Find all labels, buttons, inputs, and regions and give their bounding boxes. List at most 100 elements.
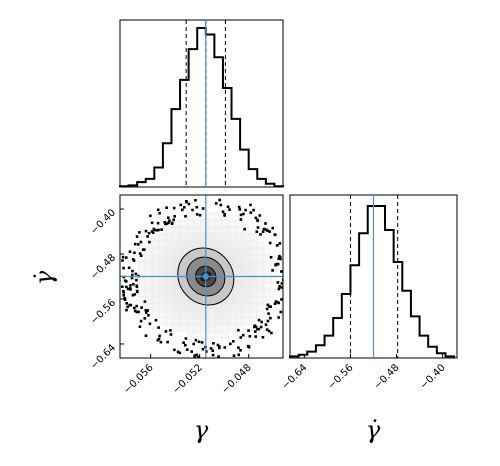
density-point <box>258 214 262 217</box>
density-cell <box>144 247 152 255</box>
density-cell <box>242 254 250 262</box>
gammadot-y-tick-label: −0.64 <box>89 342 118 371</box>
density-cell <box>165 317 173 325</box>
density-point <box>167 221 170 224</box>
density-cell <box>151 303 159 311</box>
density-cell <box>221 303 229 311</box>
density-point <box>184 343 187 347</box>
density-cell <box>263 282 271 290</box>
density-point <box>155 229 158 232</box>
density-cell <box>249 240 257 248</box>
density-cell <box>200 317 208 325</box>
density-point <box>256 327 259 331</box>
density-point <box>237 353 240 357</box>
density-point <box>226 205 230 209</box>
density-point <box>211 349 215 352</box>
density-cell <box>242 240 250 248</box>
density-point <box>158 334 161 338</box>
density-point <box>261 230 265 233</box>
density-point <box>278 285 281 288</box>
density-point <box>146 309 149 312</box>
density-cell <box>186 212 194 220</box>
density-cell <box>221 226 229 234</box>
density-point <box>278 254 281 258</box>
density-point <box>252 208 255 212</box>
density-cell <box>151 240 159 248</box>
density-point <box>280 282 283 285</box>
density-cell <box>165 268 173 276</box>
y-axis-label-gammadot: γ̇ <box>30 270 58 285</box>
density-point <box>237 205 241 209</box>
density-point <box>277 287 281 291</box>
density-frame <box>119 194 284 359</box>
density-point <box>122 293 125 297</box>
density-cell <box>151 296 159 304</box>
density-point <box>122 289 125 293</box>
density-point <box>279 310 283 314</box>
density-point <box>129 284 132 287</box>
density-point <box>257 327 261 331</box>
density-cell <box>221 240 229 248</box>
density-cell <box>172 282 180 290</box>
density-point <box>126 305 129 309</box>
density-point <box>128 250 132 253</box>
density-cell <box>235 268 243 276</box>
density-cell <box>249 247 257 255</box>
density-cell <box>193 233 201 241</box>
density-point <box>243 227 246 231</box>
density-point <box>178 351 182 355</box>
density-point <box>237 328 240 332</box>
density-point <box>185 200 188 203</box>
density-cell <box>144 296 152 304</box>
density-cell <box>242 296 250 304</box>
density-point <box>241 333 245 337</box>
density-point <box>284 243 287 246</box>
density-cell <box>172 289 180 297</box>
density-cell <box>144 261 152 269</box>
density-point <box>273 302 277 305</box>
density-cell <box>179 233 187 241</box>
density-cell <box>200 331 208 339</box>
density-point <box>144 308 148 312</box>
density-point <box>148 240 151 244</box>
density-point <box>166 340 169 344</box>
density-point <box>154 318 158 322</box>
gammadot-x-tick-label: −0.56 <box>326 362 355 391</box>
density-point <box>184 215 187 218</box>
density-point <box>232 340 235 343</box>
gamma-x-tick-label: −0.048 <box>220 362 254 396</box>
density-cell <box>256 247 264 255</box>
density-cell <box>207 331 215 339</box>
density-cell <box>207 240 215 248</box>
gammadot-x-tick-label: −0.64 <box>280 362 309 391</box>
density-point <box>195 213 199 216</box>
density-cell <box>214 317 222 325</box>
density-point <box>159 340 163 344</box>
density-cell <box>151 261 159 269</box>
density-point <box>242 212 245 216</box>
density-point <box>126 287 130 291</box>
density-cell <box>221 233 229 241</box>
density-point <box>276 281 280 284</box>
density-cell <box>200 219 208 227</box>
density-point <box>197 340 201 344</box>
density-cell <box>221 324 229 332</box>
density-point <box>259 325 263 329</box>
density-cell <box>200 240 208 248</box>
density-point <box>135 284 138 288</box>
density-point <box>135 304 138 308</box>
density-point <box>269 316 272 320</box>
density-cell <box>172 247 180 255</box>
density-cell <box>179 296 187 304</box>
density-cell <box>186 317 194 325</box>
density-point <box>285 263 288 266</box>
density-cell <box>256 289 264 297</box>
density-point <box>121 255 125 259</box>
gamma-histogram-frame <box>119 19 284 188</box>
density-point <box>131 293 135 297</box>
density-point <box>139 254 143 257</box>
density-cell <box>256 268 264 276</box>
density-cell <box>207 212 215 220</box>
density-point <box>170 221 174 225</box>
density-cell <box>200 212 208 220</box>
